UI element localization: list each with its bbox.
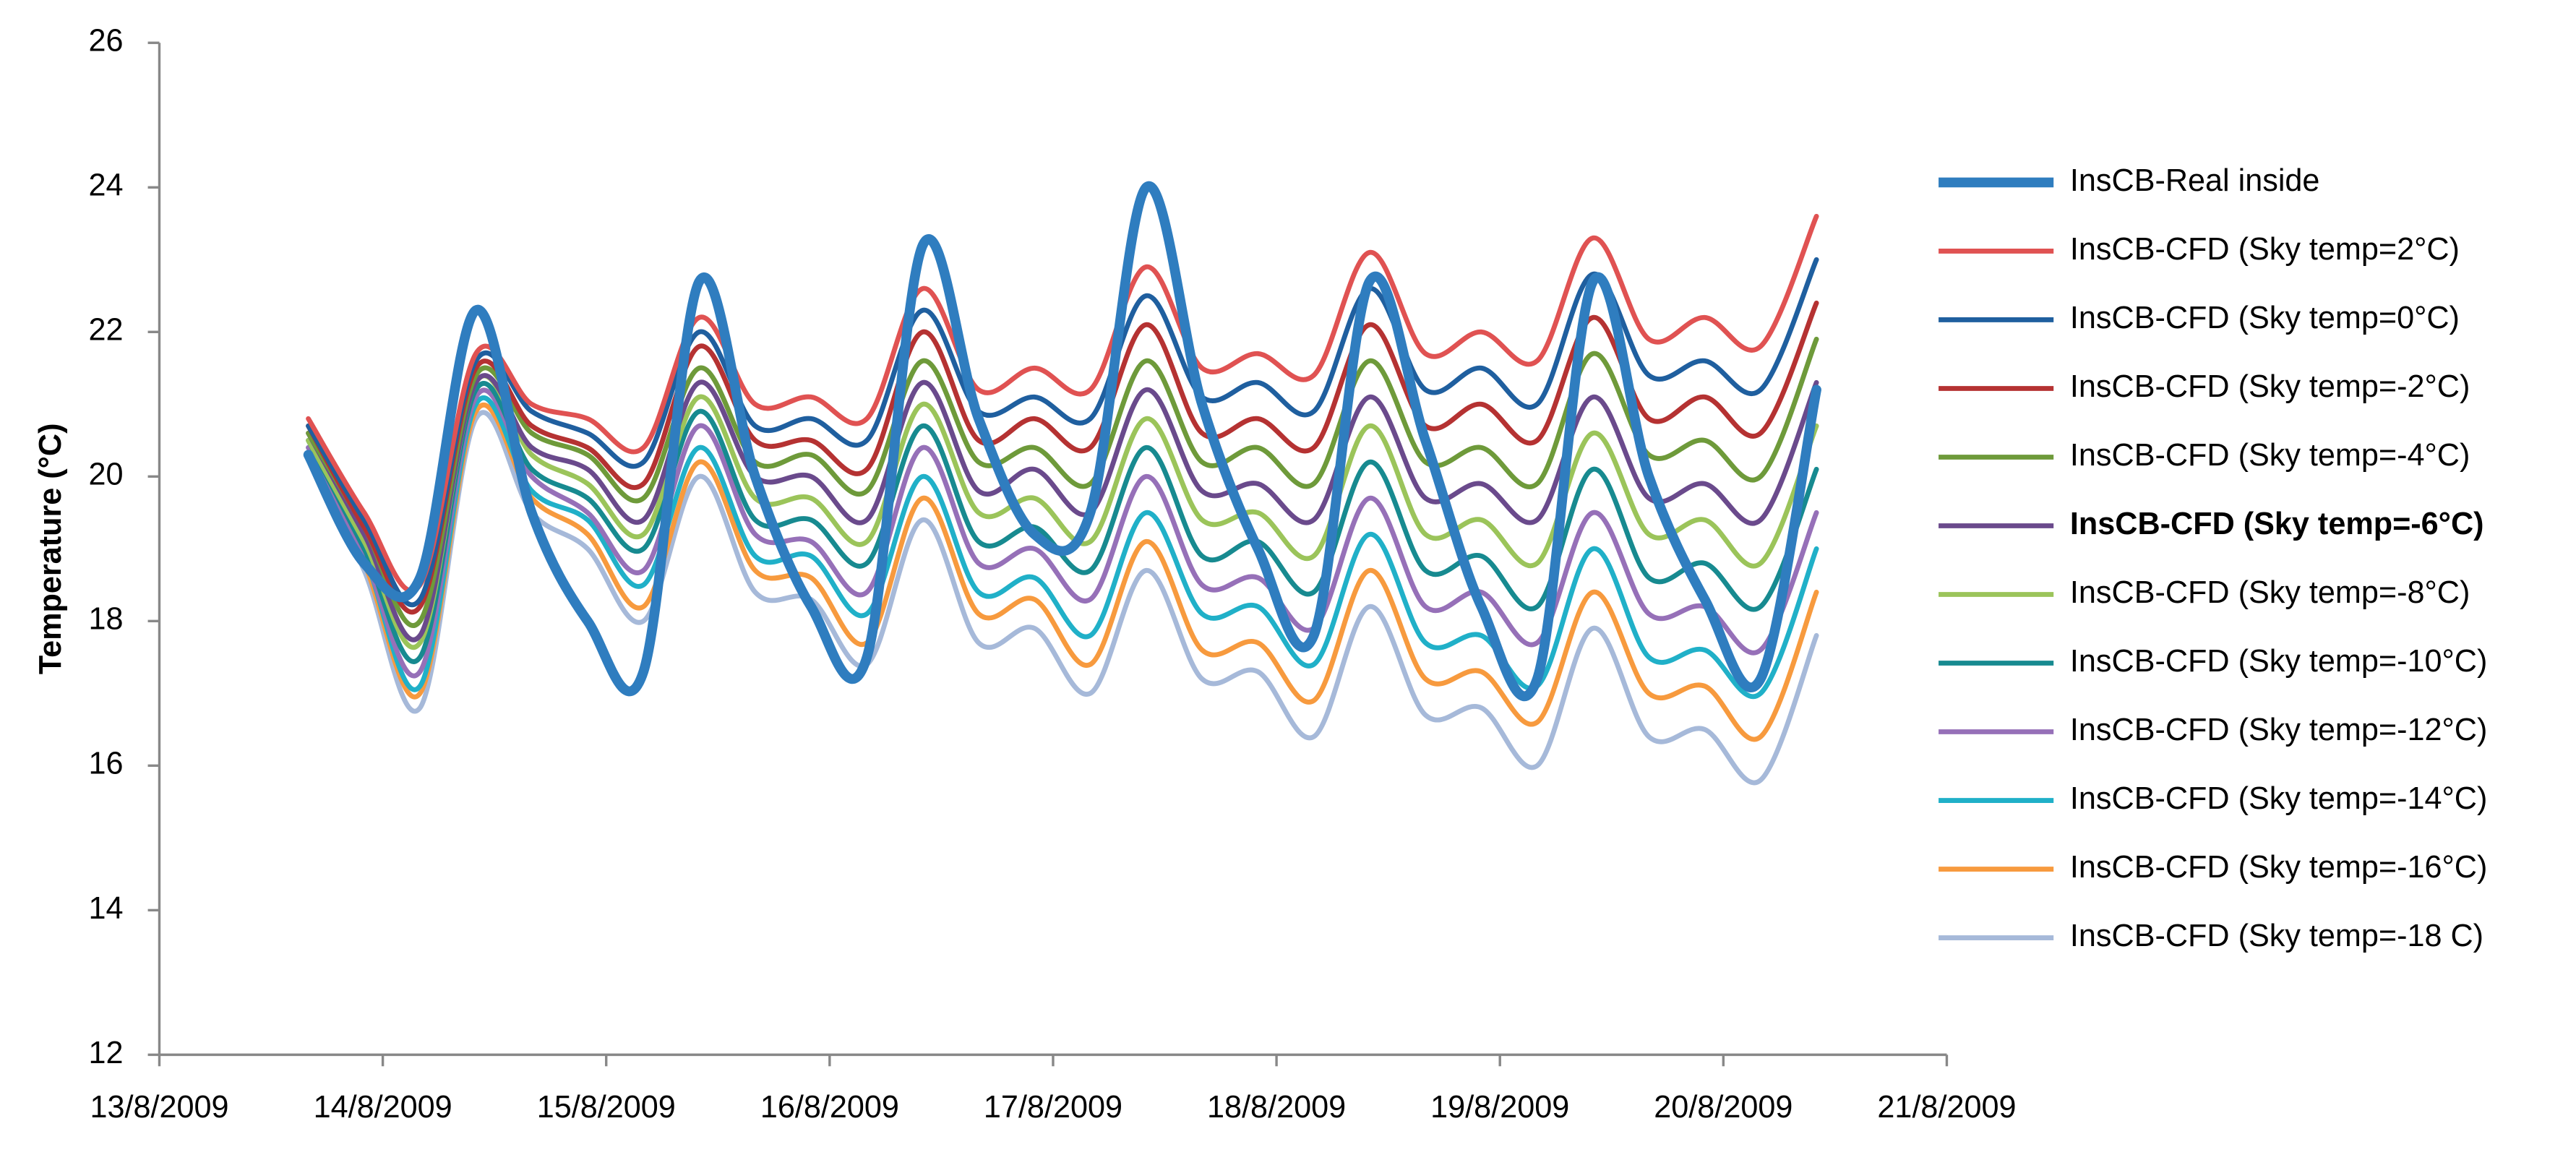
legend-label: InsCB-CFD (Sky temp=-8°C) [2070,575,2470,610]
y-tick-label: 20 [88,457,123,492]
series-line [306,336,1819,628]
legend-label: InsCB-Real inside [2070,163,2320,198]
y-tick-label: 14 [88,891,123,926]
series-line [306,387,1819,679]
y-axis-label: Temperature (°C) [33,424,68,675]
y-tick-label: 12 [88,1036,123,1070]
legend-label: InsCB-CFD (Sky temp=-6°C) [2070,507,2484,541]
y-tick-label: 26 [88,24,123,59]
x-tick-label: 20/8/2009 [1654,1090,1793,1125]
y-tick-label: 16 [88,747,123,781]
series-line [306,257,1819,608]
series-line [306,213,1819,593]
x-tick-label: 18/8/2009 [1207,1090,1346,1125]
legend-label: InsCB-CFD (Sky temp=-10°C) [2070,644,2487,679]
legend-label: InsCB-CFD (Sky temp=-16°C) [2070,850,2487,885]
y-tick-label: 24 [88,168,123,203]
legend-label: InsCB-CFD (Sky temp=-18 C) [2070,919,2483,953]
legend-label: InsCB-CFD (Sky temp=-14°C) [2070,781,2487,816]
legend-label: InsCB-CFD (Sky temp=-2°C) [2070,369,2470,404]
y-tick-label: 22 [88,313,123,348]
x-tick-label: 16/8/2009 [760,1090,899,1125]
y-tick-label: 18 [88,602,123,637]
legend-label: InsCB-CFD (Sky temp=-4°C) [2070,438,2470,473]
series-line [306,381,1819,664]
legend-label: InsCB-CFD (Sky temp=0°C) [2070,301,2460,335]
series-line [306,300,1819,615]
x-tick-label: 19/8/2009 [1430,1090,1569,1125]
x-tick-label: 15/8/2009 [537,1090,676,1125]
x-tick-label: 14/8/2009 [314,1090,452,1125]
series-line [303,181,1821,701]
x-tick-label: 21/8/2009 [1877,1090,2016,1125]
x-tick-label: 13/8/2009 [90,1090,228,1125]
legend-label: InsCB-CFD (Sky temp=-12°C) [2070,713,2487,747]
x-tick-label: 17/8/2009 [984,1090,1122,1125]
legend-label: InsCB-CFD (Sky temp=2°C) [2070,232,2460,267]
